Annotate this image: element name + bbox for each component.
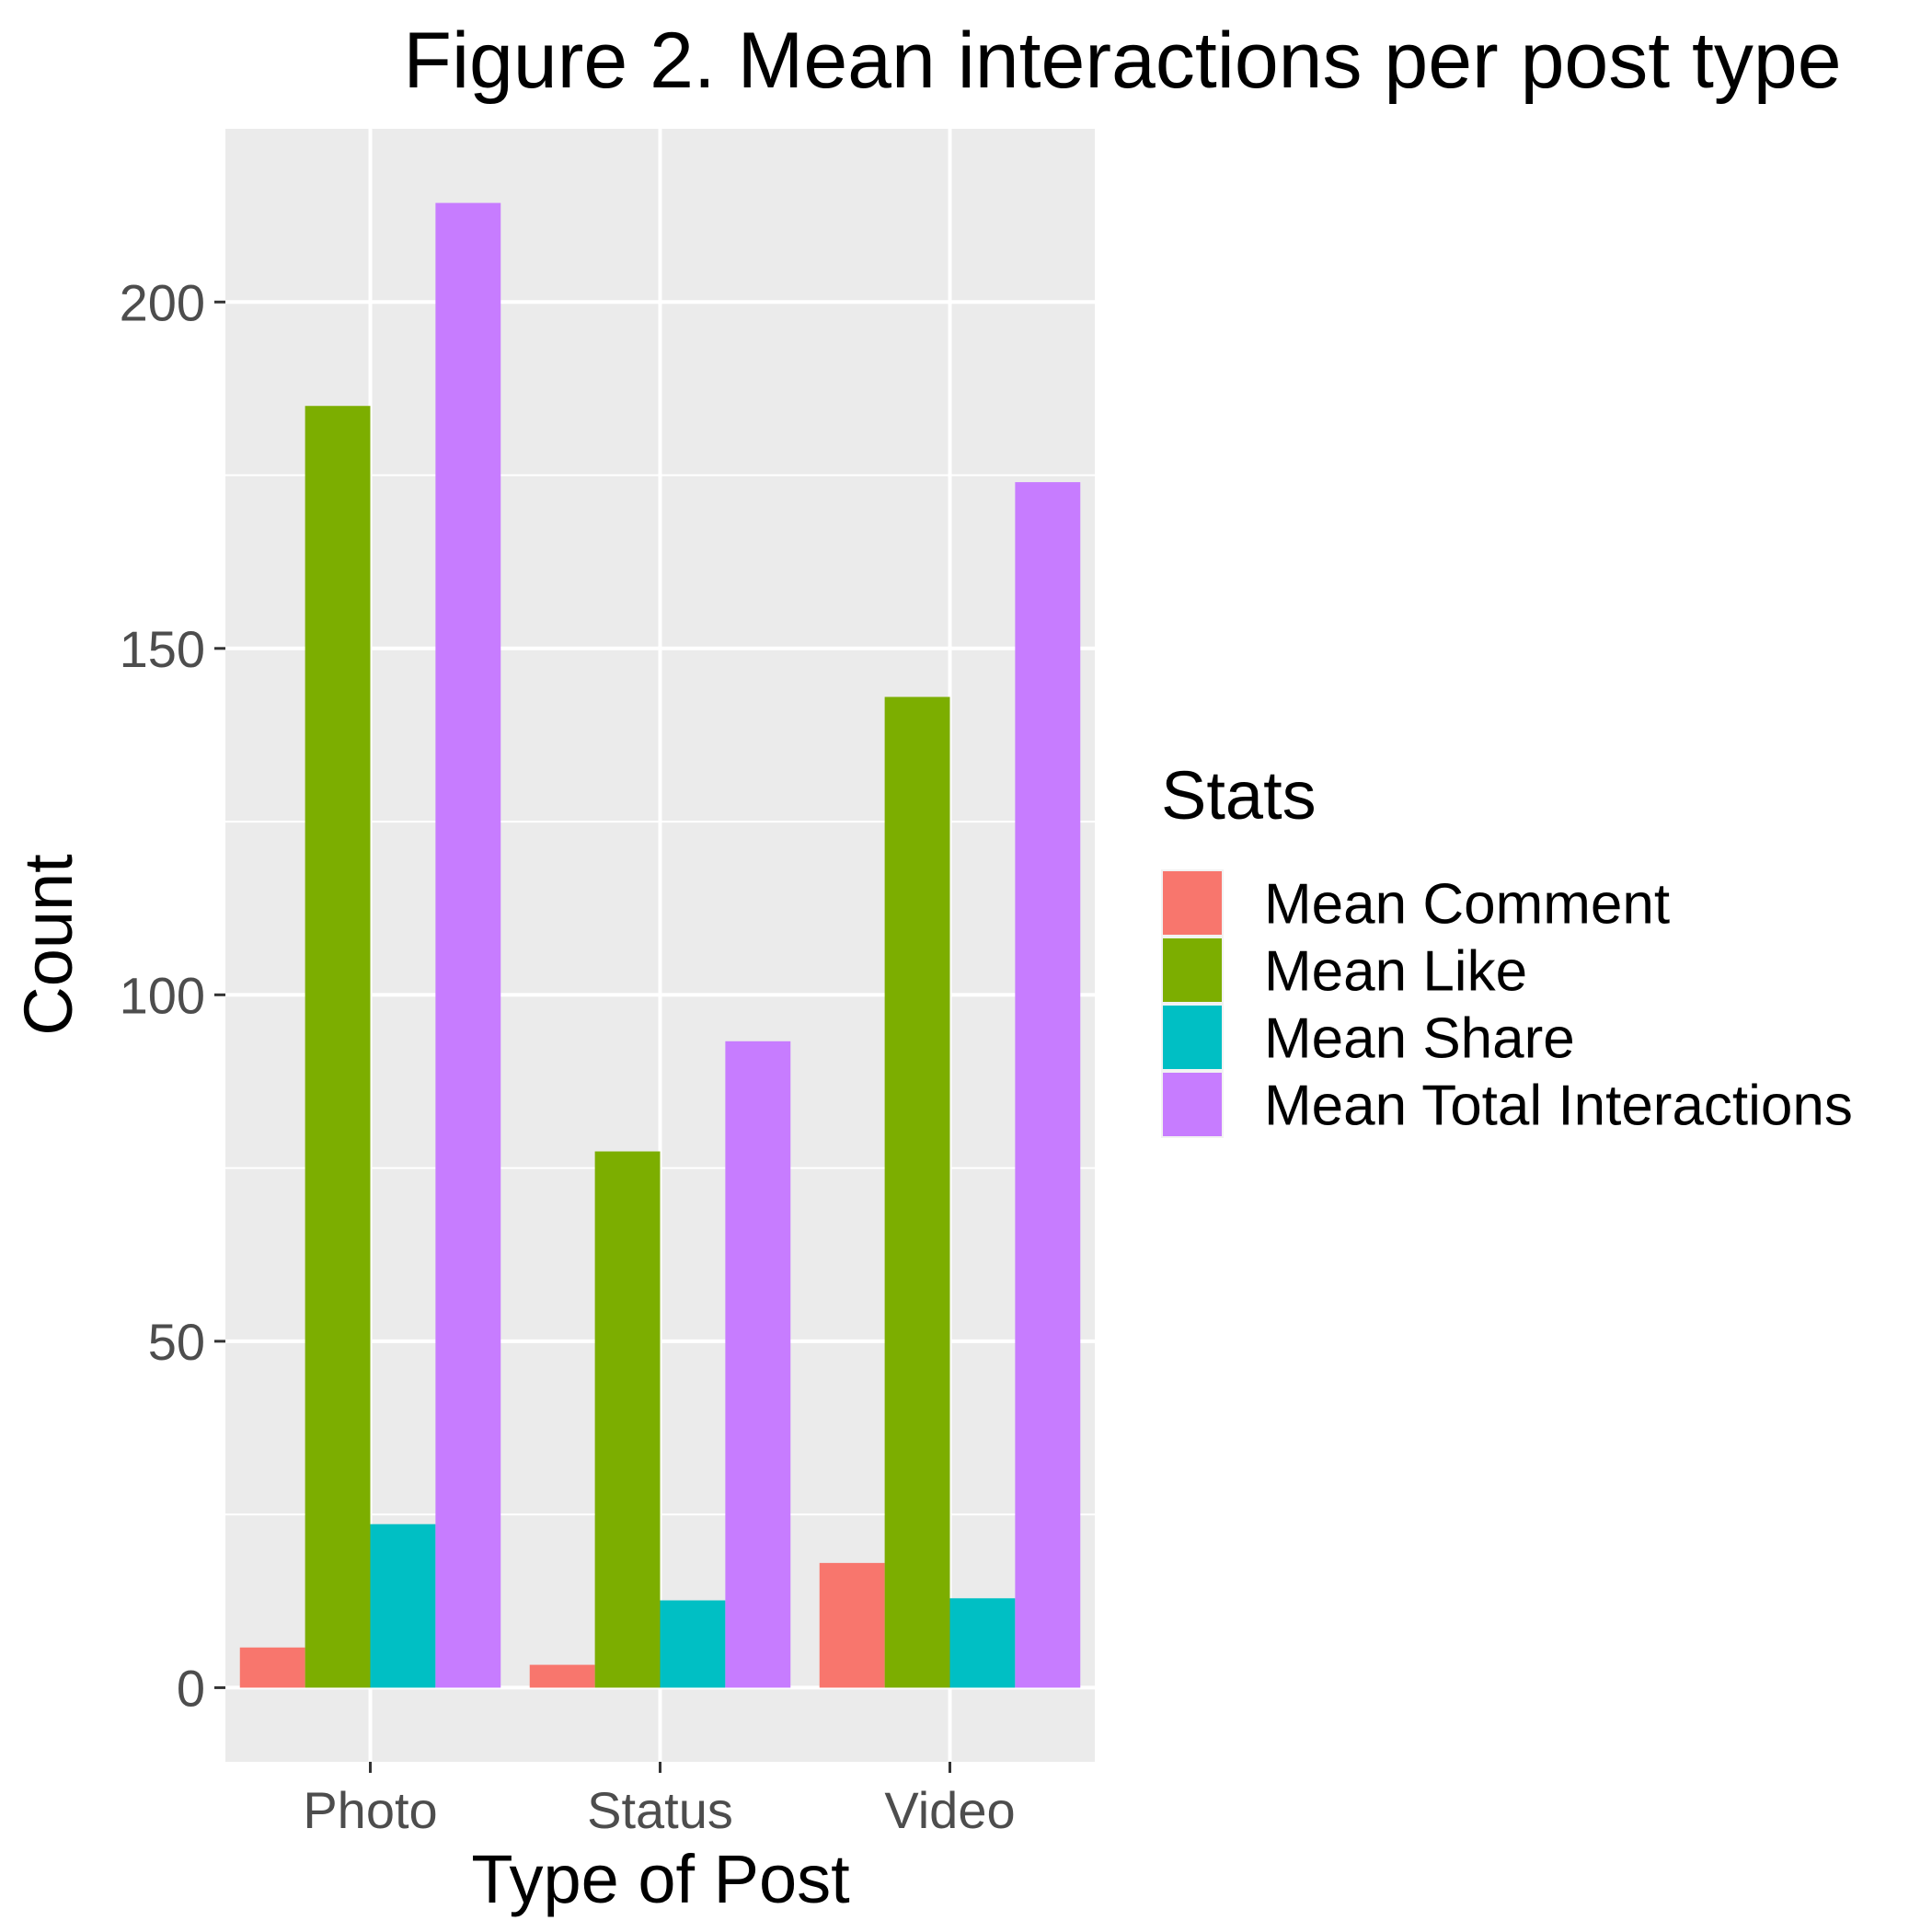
chart-title: Figure 2. Mean interactions per post typ… bbox=[403, 17, 1841, 105]
legend-title: Stats bbox=[1161, 757, 1317, 834]
x-tick-label: Video bbox=[884, 1781, 1015, 1839]
x-tick-label: Photo bbox=[303, 1781, 437, 1839]
x-axis: Photo Status Video bbox=[303, 1762, 1016, 1839]
bar bbox=[949, 1598, 1016, 1688]
bar bbox=[819, 1562, 885, 1688]
legend-key bbox=[1163, 871, 1222, 935]
bar bbox=[370, 1524, 436, 1688]
y-tick-label: 50 bbox=[148, 1313, 205, 1371]
bar bbox=[1015, 482, 1081, 1688]
bar bbox=[305, 406, 371, 1688]
bar bbox=[660, 1600, 726, 1688]
bars bbox=[239, 202, 1081, 1688]
bar bbox=[884, 696, 950, 1688]
y-tick-label: 150 bbox=[120, 620, 205, 678]
y-tick-label: 200 bbox=[120, 273, 205, 331]
x-axis-title: Type of Post bbox=[471, 1841, 850, 1917]
x-tick-label: Status bbox=[587, 1781, 733, 1839]
y-axis-title: Count bbox=[10, 854, 86, 1036]
y-axis: 0 50 100 150 200 bbox=[120, 273, 225, 1717]
legend-label: Mean Like bbox=[1264, 940, 1527, 1004]
legend-key bbox=[1163, 1073, 1222, 1136]
bar bbox=[435, 202, 501, 1688]
bar bbox=[594, 1151, 661, 1688]
legend-label: Mean Comment bbox=[1264, 873, 1670, 937]
legend-key bbox=[1163, 938, 1222, 1002]
legend-label: Mean Total Interactions bbox=[1264, 1075, 1853, 1138]
y-tick-label: 0 bbox=[177, 1659, 205, 1717]
legend-key bbox=[1163, 1006, 1222, 1069]
y-tick-label: 100 bbox=[120, 966, 205, 1024]
legend-label: Mean Share bbox=[1264, 1007, 1575, 1071]
bar bbox=[239, 1647, 305, 1688]
bar bbox=[529, 1664, 595, 1688]
bar bbox=[725, 1041, 791, 1688]
